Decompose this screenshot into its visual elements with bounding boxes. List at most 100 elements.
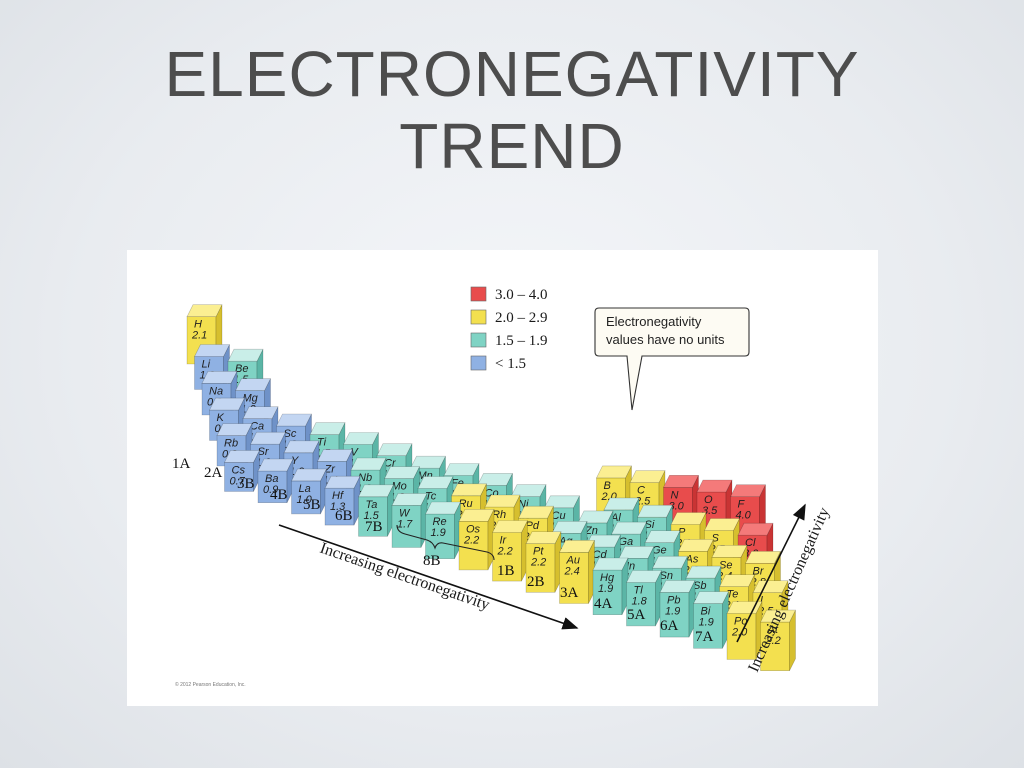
group-label-4B: 4B <box>270 487 288 503</box>
element-symbol: Tc <box>425 491 437 503</box>
block-top-face <box>484 494 521 508</box>
block-top-face <box>235 378 271 391</box>
group-label-1A: 1A <box>172 456 191 472</box>
element-block-os: Os2.2 <box>458 508 495 571</box>
block-top-face <box>276 413 312 427</box>
element-symbol: Ca <box>250 421 264 433</box>
element-block-tl: Tl1.8 <box>626 570 662 627</box>
element-value: 1.5 <box>364 510 380 522</box>
block-top-face <box>291 468 327 482</box>
block-top-face <box>652 555 688 569</box>
block-top-face <box>596 465 632 479</box>
block-top-face <box>696 479 733 493</box>
element-symbol: Ta <box>366 499 378 511</box>
element-symbol: Zr <box>324 463 337 475</box>
block-top-face <box>760 609 796 623</box>
legend-swatch-yellow <box>470 309 487 325</box>
element-block-hg: Hg1.9 <box>592 557 629 616</box>
element-value: 1.3 <box>330 501 346 513</box>
block-top-face <box>678 538 714 552</box>
element-value: 1.9 <box>665 605 680 617</box>
element-value: 1.9 <box>431 527 446 539</box>
element-symbol: Cl <box>745 537 756 549</box>
block-top-face <box>477 473 513 486</box>
group-label-7B: 7B <box>365 519 383 535</box>
callout-box <box>594 307 750 411</box>
element-symbol: La <box>299 483 311 495</box>
block-top-face <box>752 580 789 594</box>
element-value: 1.9 <box>699 617 714 629</box>
block-top-face <box>242 406 279 419</box>
block-top-face <box>350 457 387 471</box>
element-symbol: Ba <box>265 473 278 485</box>
block-top-face <box>518 505 554 519</box>
group-label-8B: 8B <box>423 553 441 569</box>
element-value: 1.8 <box>632 596 648 608</box>
block-top-face <box>250 431 286 445</box>
block-top-face <box>417 476 454 489</box>
element-symbol: Li <box>202 359 211 371</box>
element-symbol: Rb <box>224 438 238 450</box>
element-block-cs: Cs0.7 <box>224 450 260 492</box>
block-top-face <box>216 423 253 436</box>
element-symbol: Po <box>734 616 747 628</box>
legend-swatch-blue <box>470 355 487 371</box>
block-top-face <box>343 432 379 445</box>
callout-line-1: Electronegativity <box>606 314 702 329</box>
element-symbol: N <box>671 489 679 501</box>
element-symbol: Hg <box>600 572 615 584</box>
block-top-face <box>693 591 729 604</box>
group-labels: 1A 2A 3B 4B 5B 6B 7B 8B 1B 2B 3A 4A 5A 6… <box>172 456 714 645</box>
element-symbol: H <box>194 319 202 331</box>
block-top-face <box>376 443 413 456</box>
element-symbol: Zn <box>584 525 598 537</box>
element-symbol: Rh <box>492 509 506 521</box>
element-symbol: Te <box>727 589 739 601</box>
element-symbol: W <box>399 507 411 519</box>
group-label-2B: 2B <box>527 574 545 590</box>
electronegativity-3d-table: H2.1Li1.0Be1.5B2.0C2.5N3.0O3.5F4.0Na0.9M… <box>172 286 833 688</box>
element-symbol: Ge <box>652 545 667 557</box>
block-top-face <box>257 458 294 472</box>
block-top-face <box>317 449 353 462</box>
element-symbol: Na <box>209 385 223 397</box>
block-top-face <box>425 501 461 515</box>
block-top-face <box>730 484 766 497</box>
element-symbol: B <box>604 480 611 492</box>
block-top-face <box>358 484 394 498</box>
element-symbol: V <box>351 447 360 459</box>
block-top-face <box>745 550 781 564</box>
element-symbol: Ir <box>500 535 508 547</box>
element-symbol: Cu <box>552 510 566 522</box>
block-top-face <box>551 520 588 534</box>
block-top-face <box>611 521 647 535</box>
element-block-pb: Pb1.9 <box>659 580 696 638</box>
element-block-la: La1.0 <box>291 468 327 515</box>
group-label-3A: 3A <box>560 585 579 601</box>
slide-title: ELECTRONEGATIVITY TREND <box>0 38 1024 182</box>
group-label-6B: 6B <box>335 508 353 524</box>
block-top-face <box>209 397 245 411</box>
element-symbol: C <box>637 485 645 497</box>
element-symbol: Os <box>466 523 481 535</box>
element-symbol: F <box>738 499 746 511</box>
callout: Electronegativity values have no units <box>594 307 750 411</box>
element-symbol: Re <box>433 516 447 528</box>
element-symbol: Si <box>645 519 655 531</box>
legend: 3.0 – 4.0 2.0 – 2.9 1.5 – 1.9 < 1.5 <box>470 286 548 372</box>
block-top-face <box>685 565 722 579</box>
element-symbol: P <box>678 527 686 539</box>
element-symbol: Se <box>719 559 732 571</box>
element-symbol: Al <box>610 512 621 524</box>
element-symbol: As <box>685 553 699 565</box>
copyright-text: © 2012 Pearson Education, Inc. <box>175 681 246 688</box>
element-value: 0.9 <box>263 484 278 496</box>
element-value: 2.2 <box>497 546 513 558</box>
element-symbol: Ga <box>619 536 634 548</box>
element-block-w: W1.7 <box>391 493 428 548</box>
block-top-face <box>603 497 640 511</box>
element-block-ta: Ta1.5 <box>358 484 394 537</box>
block-top-face <box>410 455 446 469</box>
element-symbol: Tl <box>634 585 644 597</box>
block-top-face <box>719 574 755 588</box>
